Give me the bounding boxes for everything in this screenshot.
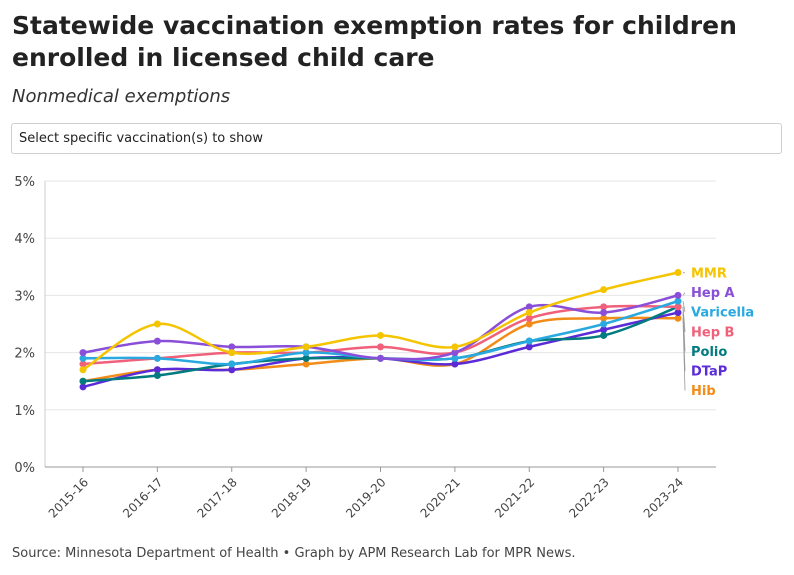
y-tick-label: 2% <box>14 347 35 362</box>
data-point-hib <box>302 360 310 368</box>
data-point-mmr <box>674 269 682 277</box>
data-point-mmr <box>153 320 161 328</box>
source-note: Source: Minnesota Department of Health •… <box>12 546 576 561</box>
data-point-hep-a <box>674 291 682 299</box>
label-leader-hib <box>682 318 686 391</box>
data-point-hep-a <box>525 303 533 311</box>
data-point-mmr <box>228 349 236 357</box>
x-tick-label: 2020-21 <box>418 475 463 520</box>
x-tick-label: 2019-20 <box>343 475 388 520</box>
label-leader-hep-a <box>682 292 686 296</box>
data-point-hib <box>600 314 608 322</box>
data-point-polio <box>153 371 161 379</box>
data-point-dtap <box>674 309 682 317</box>
series-label-varicella: Varicella <box>691 306 754 321</box>
data-point-hep-a <box>153 337 161 345</box>
data-point-dtap <box>79 383 87 391</box>
data-point-varicella <box>600 320 608 328</box>
data-point-dtap <box>153 366 161 374</box>
series-label-polio: Polio <box>691 345 727 360</box>
x-tick-label: 2021-22 <box>492 475 537 520</box>
chart-subtitle: Nonmedical exemptions <box>12 86 231 107</box>
data-point-hep-a <box>377 354 384 362</box>
data-point-mmr <box>600 286 608 294</box>
y-tick-label: 3% <box>14 289 35 304</box>
x-tick-label: 2017-18 <box>195 475 240 520</box>
data-point-hep-b <box>377 343 384 351</box>
data-point-mmr <box>302 343 310 351</box>
series-label-mmr: MMR <box>691 267 727 282</box>
label-leader-varicella <box>682 301 686 313</box>
data-point-dtap <box>451 360 459 368</box>
series-label-hib: Hib <box>691 384 716 399</box>
series-label-hep-a: Hep A <box>691 286 735 301</box>
data-point-dtap <box>525 343 533 351</box>
data-point-mmr <box>525 309 533 317</box>
data-point-hep-b <box>79 360 87 368</box>
data-point-hib <box>674 314 682 322</box>
data-point-varicella <box>228 360 236 368</box>
x-tick-label: 2015-16 <box>46 475 91 520</box>
y-tick-label: 4% <box>14 232 35 247</box>
data-point-dtap <box>228 366 236 374</box>
data-point-polio <box>79 377 87 385</box>
line-chart: 0% 1% 2% 3% 4% 5% 2015-16 2016-17 2017-18 2018-19… <box>14 175 754 521</box>
x-tick-label: 2018-19 <box>269 475 314 520</box>
data-point-mmr <box>451 343 459 351</box>
data-point-varicella <box>79 354 87 362</box>
data-point-hep-b <box>674 303 682 311</box>
data-point-hep-a <box>228 343 236 351</box>
data-point-varicella <box>451 354 459 362</box>
y-tick-label: 0% <box>14 461 35 476</box>
data-point-hep-b <box>525 314 533 322</box>
y-tick-label: 1% <box>14 404 35 419</box>
data-point-varicella <box>302 349 310 357</box>
data-point-hep-b <box>600 303 608 311</box>
data-point-polio <box>302 354 310 362</box>
data-point-hep-a <box>451 349 459 357</box>
data-point-hep-a <box>79 349 87 357</box>
vaccination-select[interactable]: Select specific vaccination(s) to show <box>11 123 782 154</box>
x-tick-label: 2016-17 <box>120 475 165 520</box>
x-tick-label: 2023-24 <box>641 475 686 520</box>
data-point-varicella <box>525 337 533 345</box>
y-tick-label: 5% <box>14 175 35 190</box>
data-point-hib <box>525 320 533 328</box>
data-point-varicella <box>153 354 161 362</box>
data-point-mmr <box>377 331 384 339</box>
data-point-varicella <box>674 297 682 305</box>
chart-title: Statewide vaccination exemption rates fo… <box>12 11 737 72</box>
data-point-mmr <box>79 366 87 374</box>
data-point-hep-a <box>600 309 608 317</box>
vaccination-select-label: Select specific vaccination(s) to show <box>19 131 263 146</box>
series-label-hep-b: Hep B <box>691 325 734 340</box>
data-point-dtap <box>600 326 608 334</box>
data-point-polio <box>600 331 608 339</box>
x-tick-label: 2022-23 <box>566 475 611 520</box>
series-label-dtap: DTaP <box>691 365 727 380</box>
